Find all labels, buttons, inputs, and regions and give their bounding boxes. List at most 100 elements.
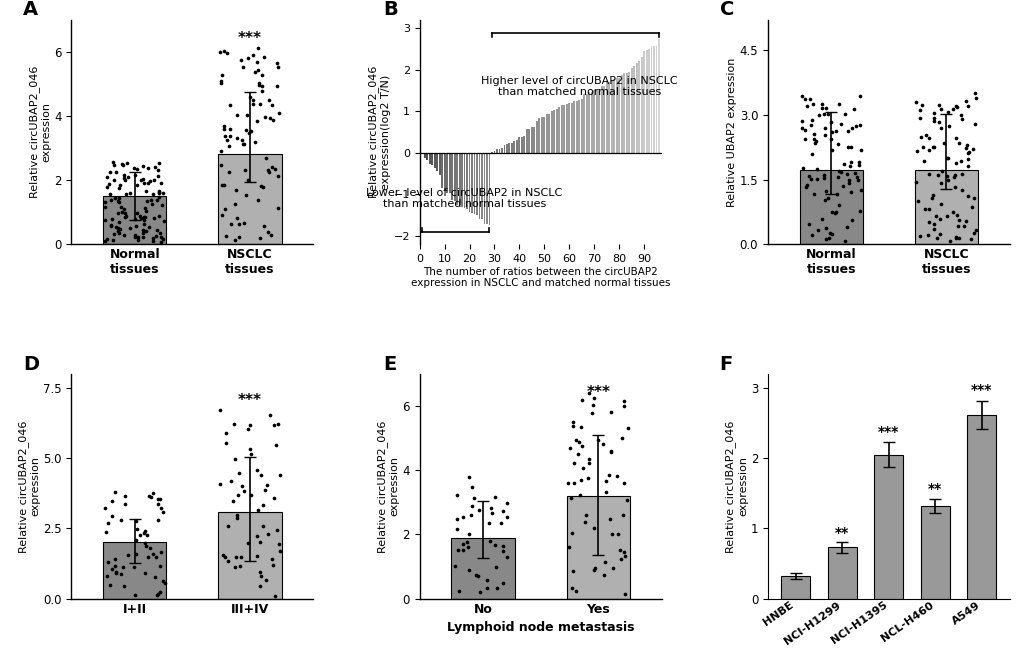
- Bar: [453, 153, 455, 201]
- Point: [823, 229, 840, 239]
- Point: [263, 230, 279, 241]
- Point: [920, 216, 936, 227]
- Bar: [914, 170, 977, 244]
- Point: [796, 125, 812, 136]
- Point: [225, 495, 242, 506]
- Text: Lower  level of circUBAP2 in NSCLC
than matched normal tissues: Lower level of circUBAP2 in NSCLC than m…: [366, 188, 562, 209]
- Point: [114, 160, 130, 170]
- Point: [222, 476, 238, 487]
- Text: **: **: [835, 526, 849, 541]
- Point: [251, 567, 267, 578]
- Point: [115, 170, 131, 180]
- Point: [565, 478, 581, 489]
- Point: [929, 100, 946, 111]
- Bar: [428, 153, 430, 164]
- Point: [270, 539, 286, 550]
- Y-axis label: Relative circUBAP2_046
expression(log2 T/N): Relative circUBAP2_046 expression(log2 T…: [368, 66, 390, 198]
- Point: [213, 75, 229, 86]
- Point: [234, 135, 251, 146]
- Point: [919, 132, 935, 143]
- Point: [226, 234, 243, 245]
- Bar: [450, 153, 452, 200]
- Point: [152, 547, 168, 557]
- Text: F: F: [718, 354, 732, 374]
- Bar: [471, 153, 473, 213]
- Point: [907, 97, 923, 108]
- Point: [930, 214, 947, 225]
- Point: [148, 231, 164, 241]
- Point: [571, 489, 587, 500]
- Point: [251, 80, 267, 90]
- Point: [816, 130, 833, 140]
- Point: [106, 175, 122, 186]
- Point: [840, 126, 856, 137]
- Point: [609, 529, 626, 539]
- Point: [848, 120, 864, 131]
- Bar: [495, 149, 497, 153]
- Point: [257, 153, 273, 164]
- Bar: [595, 90, 597, 153]
- Text: ***: ***: [877, 426, 899, 440]
- Point: [111, 197, 127, 207]
- Point: [570, 436, 586, 447]
- Bar: [531, 126, 532, 153]
- Point: [953, 114, 969, 124]
- Bar: [486, 153, 487, 224]
- Point: [212, 479, 228, 490]
- Point: [594, 439, 610, 450]
- Point: [106, 487, 122, 497]
- Point: [931, 123, 948, 134]
- Bar: [461, 153, 463, 207]
- Point: [963, 202, 979, 213]
- Bar: [573, 101, 575, 153]
- Point: [107, 193, 123, 203]
- Point: [269, 202, 285, 213]
- Point: [132, 530, 149, 541]
- Bar: [557, 107, 559, 153]
- Point: [126, 232, 143, 243]
- Point: [948, 209, 964, 220]
- Point: [568, 586, 584, 597]
- Point: [213, 160, 229, 170]
- Point: [953, 185, 969, 196]
- Point: [142, 176, 158, 186]
- Point: [118, 158, 135, 169]
- Bar: [218, 511, 281, 598]
- Point: [942, 235, 958, 246]
- Point: [108, 568, 124, 579]
- Point: [937, 152, 954, 163]
- Point: [494, 506, 511, 517]
- Point: [97, 503, 113, 513]
- Bar: [640, 57, 642, 153]
- Point: [804, 99, 820, 110]
- Point: [250, 195, 266, 205]
- Text: **: **: [927, 482, 942, 496]
- Point: [923, 193, 940, 203]
- Point: [454, 512, 471, 523]
- Point: [222, 124, 238, 134]
- Point: [103, 220, 119, 231]
- Point: [132, 211, 149, 221]
- Bar: [473, 153, 475, 214]
- Bar: [438, 153, 440, 174]
- Point: [819, 193, 836, 203]
- Point: [230, 467, 247, 478]
- Point: [817, 102, 834, 113]
- Point: [610, 545, 627, 555]
- Bar: [445, 153, 447, 193]
- Point: [102, 188, 118, 199]
- Point: [838, 169, 854, 180]
- Point: [567, 435, 583, 446]
- Point: [488, 583, 504, 594]
- Point: [813, 102, 829, 113]
- Point: [255, 521, 271, 532]
- Bar: [873, 455, 903, 598]
- Bar: [633, 66, 635, 153]
- Point: [115, 230, 131, 241]
- Point: [586, 563, 602, 573]
- Point: [146, 174, 162, 185]
- Point: [479, 575, 495, 586]
- Point: [459, 537, 475, 547]
- Point: [603, 529, 620, 540]
- Point: [815, 173, 832, 184]
